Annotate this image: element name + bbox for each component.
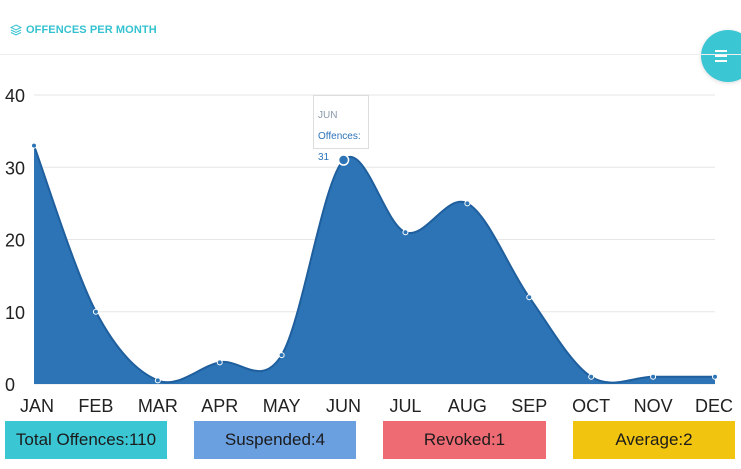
data-point[interactable] [650,373,657,380]
x-tick-label: SEP [511,396,547,416]
chart-title: OFFENCES PER MONTH [26,24,157,36]
y-tick-label: 40 [5,86,25,106]
x-tick-label: JUL [389,396,421,416]
revoked-badge: Revoked:1 [383,421,546,459]
y-tick-label: 10 [5,303,25,323]
data-point[interactable] [464,200,471,207]
series-line [33,145,715,384]
data-point[interactable] [31,142,37,149]
y-tick-label: 20 [5,231,25,251]
total-offences-badge: Total Offences:110 [5,421,167,459]
x-tick-label: MAR [138,396,178,416]
data-point[interactable] [92,308,99,315]
y-tick-label: 30 [5,158,25,178]
header-divider [0,54,741,55]
x-tick-label: FEB [78,396,113,416]
suspended-label: Suspended:4 [224,430,326,449]
area-fill [34,145,715,384]
offences-area-chart: 0 10 20 30 40 JAN FEB MAR APR MAY JUN JUL AUG SEP OCT… [5,86,733,416]
x-tick-label: APR [201,396,238,416]
x-tick-label: MAY [263,396,301,416]
average-badge: Average:2 [573,421,735,459]
data-point[interactable] [278,352,285,359]
data-point[interactable] [526,294,533,301]
tooltip-label: Offences [318,131,358,142]
x-tick-label: OCT [572,396,610,416]
x-tick-label: AUG [448,396,487,416]
total-offences-label: Total Offences:110 [15,430,157,449]
tooltip-value: Offences: 31 [318,131,361,163]
chart-tooltip: JUN Offences: 31 [313,95,369,163]
tooltip-number: 31 [318,152,330,163]
x-tick-label: JAN [20,396,54,416]
data-point[interactable] [588,373,595,380]
x-tick-label: DEC [695,396,733,416]
suspended-badge: Suspended:4 [194,421,356,459]
tooltip-month: JUN [318,110,338,121]
data-point[interactable] [402,229,409,236]
revoked-label: Revoked:1 [423,430,506,449]
average-label: Average:2 [615,430,693,449]
data-point[interactable] [337,154,350,166]
x-tick-label: NOV [634,396,673,416]
y-tick-label: 0 [5,375,15,395]
data-point[interactable] [154,377,161,384]
data-point[interactable] [216,359,223,366]
chart-header: OFFENCES PER MONTH [10,20,157,40]
x-tick-label: JUN [326,396,361,416]
menu-button[interactable] [701,30,741,82]
hamburger-menu-icon [715,50,727,65]
layers-icon [10,24,22,36]
data-point[interactable] [712,373,718,380]
